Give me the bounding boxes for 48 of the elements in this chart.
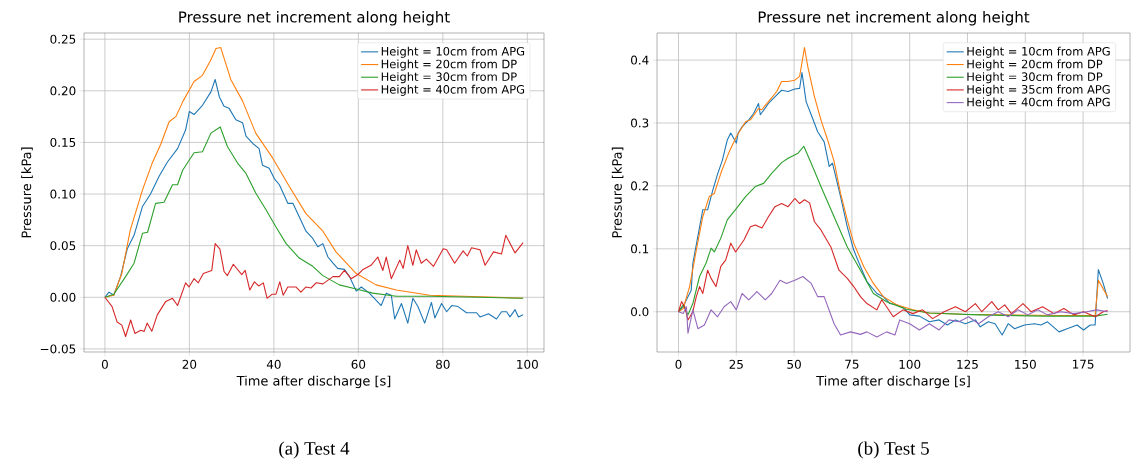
x-tick-label: 60 [351,359,366,369]
line-series [104,126,524,299]
text: (b) Test 5 [858,441,929,459]
legend-label: Height = 40cm from APG [967,97,1110,109]
legend-label: Height = 30cm from DP [967,72,1103,84]
line-series [677,145,1109,317]
y-tick-label: 0.0 [631,307,649,317]
line-series [104,234,524,338]
x-tick-label: 100 [899,359,921,369]
legend-label: Height = 20cm from DP [381,59,517,71]
x-axis-title: Time after discharge [s] [816,375,970,389]
x-axis-title: Time after discharge [s] [236,375,391,389]
y-tick-label: 0.15 [50,137,76,147]
legend-label: Height = 35cm from APG [967,84,1110,96]
y-tick-label: 0.25 [50,34,76,44]
x-tick-label: 80 [436,359,450,369]
legend-label: Height = 40cm from APG [381,84,525,96]
x-tick-label: 50 [787,359,801,369]
y-axis-title: Pressure [kPa] [21,147,33,238]
y-tick-label: 0.20 [50,86,76,96]
x-tick-label: 175 [1072,359,1094,369]
legend-label: Height = 10cm from APG [381,46,525,58]
chart-title: Pressure net increment along height [179,11,450,26]
x-tick-label: 40 [266,359,281,369]
x-tick-label: 150 [1015,359,1036,369]
x-tick-label: 100 [517,359,538,369]
line-series [677,275,1109,338]
x-tick-label: 0 [675,359,682,369]
legend-label: Height = 10cm from APG [967,46,1110,58]
x-tick-label: 25 [729,359,743,369]
x-tick-label: 125 [957,359,978,369]
legend-label: Height = 30cm from DP [381,72,517,84]
y-tick-label: 0.1 [631,244,649,254]
y-tick-label: 0.00 [50,292,76,302]
text: (a) Test 4 [279,441,350,459]
y-axis-title: Pressure [kPa] [611,147,624,238]
legend-label: Height = 20cm from DP [967,59,1103,71]
y-tick-label: 0.2 [631,181,649,191]
x-tick-label: 75 [845,359,859,369]
line-series [677,197,1109,321]
y-tick-label: 0.4 [631,55,649,65]
x-tick-label: 20 [182,359,197,369]
y-tick-label: 0.05 [50,241,76,251]
chart-title: Pressure net increment along height [758,11,1030,26]
y-tick-label: 0.10 [50,189,76,199]
y-tick-label: 0.3 [631,118,649,128]
y-tick-label: −0.05 [40,344,76,354]
x-tick-label: 0 [101,359,108,369]
